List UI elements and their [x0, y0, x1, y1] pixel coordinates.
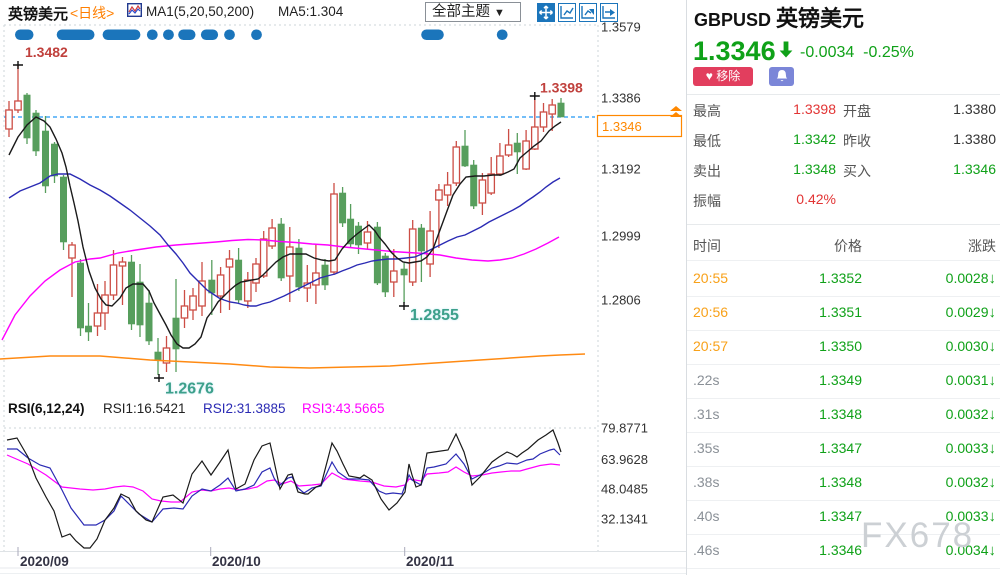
- svg-text:1.3346: 1.3346: [602, 119, 642, 134]
- svg-text:1.2855: 1.2855: [410, 307, 459, 324]
- svg-text:48.0485: 48.0485: [601, 482, 648, 497]
- svg-text:RSI3:43.5665: RSI3:43.5665: [302, 401, 385, 416]
- svg-text:RSI1:16.5421: RSI1:16.5421: [103, 401, 186, 416]
- svg-text:63.9628: 63.9628: [601, 452, 648, 467]
- svg-text:79.8771: 79.8771: [601, 421, 648, 436]
- svg-text:1.3192: 1.3192: [601, 162, 641, 177]
- svg-text:1.2806: 1.2806: [601, 293, 641, 308]
- svg-text:1.3482: 1.3482: [25, 44, 68, 60]
- svg-text:1.3386: 1.3386: [601, 91, 641, 106]
- svg-text:1.3579: 1.3579: [601, 20, 641, 35]
- svg-text:32.1341: 32.1341: [601, 512, 648, 527]
- svg-text:2020/09: 2020/09: [20, 554, 69, 569]
- svg-text:2020/11: 2020/11: [406, 554, 455, 569]
- svg-text:RSI(6,12,24): RSI(6,12,24): [8, 401, 85, 416]
- svg-text:1.2676: 1.2676: [165, 381, 214, 398]
- svg-text:1.2999: 1.2999: [601, 229, 641, 244]
- svg-text:2020/10: 2020/10: [212, 554, 261, 569]
- svg-text:RSI2:31.3885: RSI2:31.3885: [203, 401, 286, 416]
- svg-text:1.3398: 1.3398: [540, 80, 583, 96]
